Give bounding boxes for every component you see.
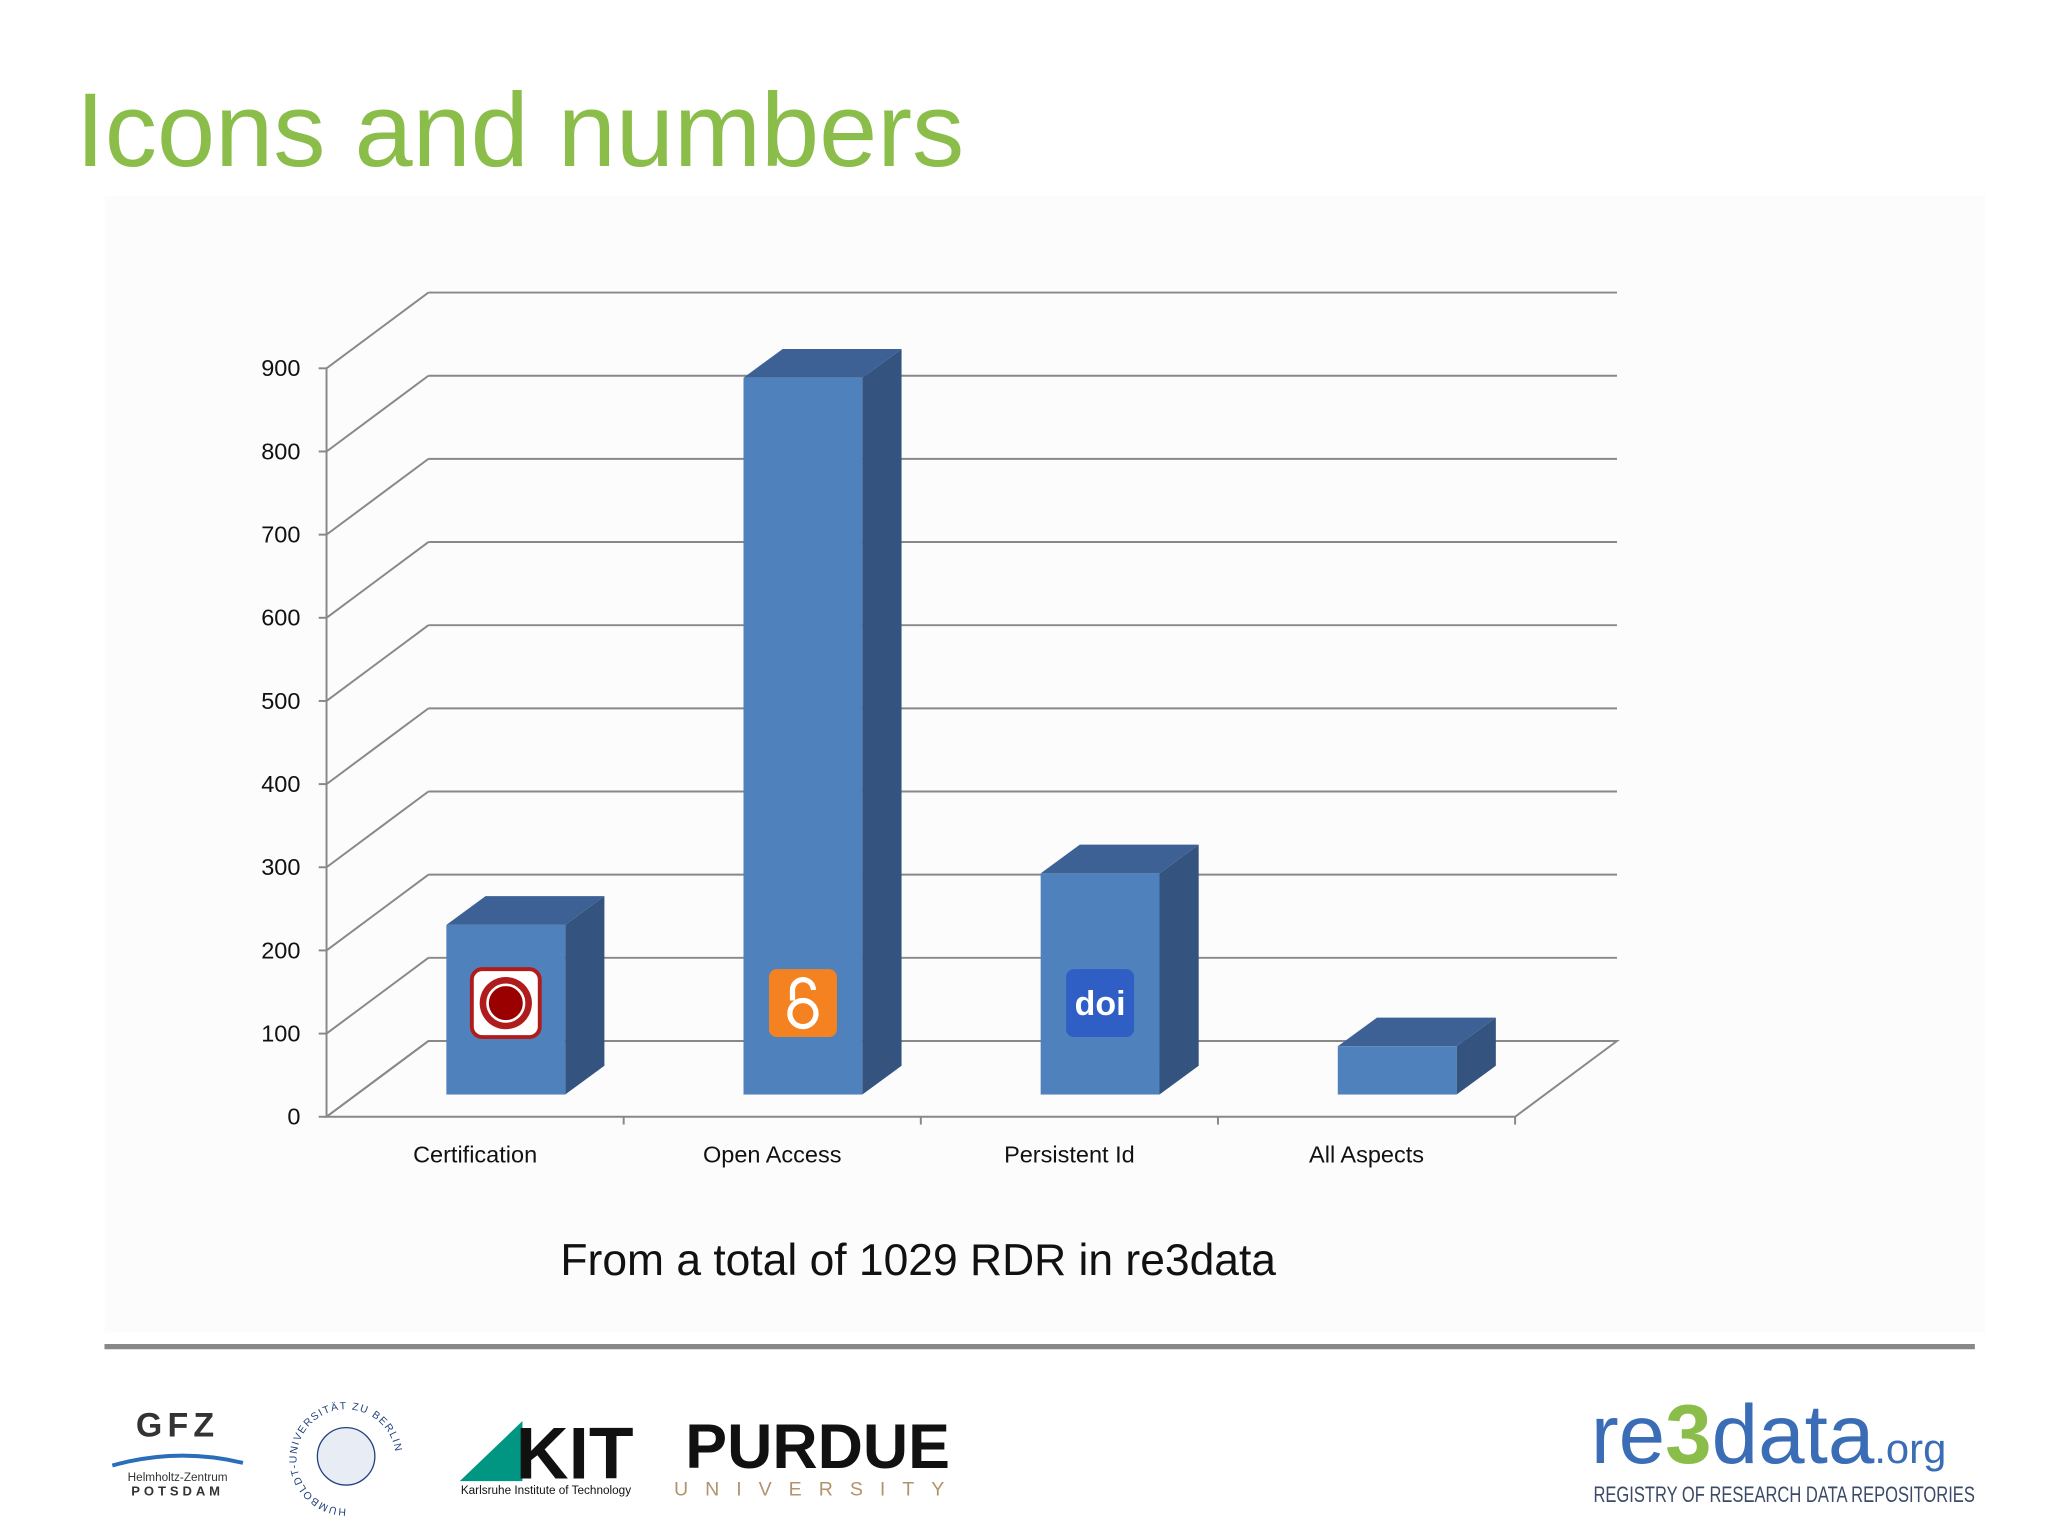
doi-icon <box>1066 969 1135 1038</box>
bar-top <box>1337 1017 1496 1047</box>
gfz-logo: GFZ Helmholtz-Zentrum POTSDAM <box>111 1407 244 1499</box>
grid-line <box>325 291 429 370</box>
doi-label: doi <box>1075 985 1126 1023</box>
grid-line <box>325 624 429 702</box>
chart: 0 100 200 300 400 500 600 700 800 900 Certificatio… <box>261 291 1620 1167</box>
grid-line <box>325 541 429 619</box>
y-tick-label: 600 <box>261 605 300 631</box>
grid-line <box>325 790 429 869</box>
logo-text: POTSDAM <box>131 1484 224 1499</box>
y-tick-label: 900 <box>261 355 300 381</box>
bar <box>1337 1046 1457 1095</box>
x-tick-label: Persistent Id <box>1004 1141 1135 1167</box>
y-tick-label: 100 <box>261 1020 300 1046</box>
bar-side <box>1456 1017 1496 1095</box>
logo-text: PURDUE <box>685 1412 950 1482</box>
bar-top <box>446 896 605 925</box>
logo-fan <box>459 1421 523 1482</box>
grid-line <box>325 707 429 785</box>
grid-line <box>325 374 429 453</box>
y-tick-label: 200 <box>261 937 300 963</box>
caption: From a total of 1029 RDR in re3data <box>560 1236 1276 1285</box>
logo-text: KIT <box>516 1414 634 1495</box>
logo-seal <box>316 1426 376 1486</box>
y-tick-label: 800 <box>261 438 300 464</box>
open-access-icon <box>768 969 837 1038</box>
grid-line <box>325 458 429 536</box>
logo-part: data <box>1712 1387 1875 1481</box>
logo-part: re <box>1591 1387 1665 1481</box>
y-tick-label: 0 <box>287 1104 300 1130</box>
grid-line <box>325 873 429 952</box>
logo-text: GFZ <box>136 1407 220 1445</box>
logo-swoosh <box>111 1453 244 1468</box>
grid-line <box>325 957 429 1035</box>
bar-side <box>862 348 902 1095</box>
re3data-logo: re3data.org REGISTRY OF RESEARCH DATA RE… <box>1591 1387 1975 1507</box>
logo-text: Helmholtz-Zentrum <box>128 1471 228 1484</box>
y-tick-label: 400 <box>261 771 300 797</box>
bar-top <box>743 348 902 378</box>
chart-area <box>104 195 1986 1333</box>
slide-title: Icons and numbers <box>76 72 965 189</box>
grid-line <box>325 1040 429 1118</box>
y-tick-label: 300 <box>261 854 300 880</box>
purdue-logo: PURDUE UNIVERSITY <box>674 1412 961 1501</box>
logo-text: UNIVERSITY <box>674 1479 961 1501</box>
y-tick-label: 700 <box>261 521 300 547</box>
logo-text: Karlsruhe Institute of Technology <box>461 1484 631 1497</box>
logo-part: 3 <box>1665 1387 1711 1481</box>
logo-part: .org <box>1874 1425 1946 1472</box>
kit-logo: KIT Karlsruhe Institute of Technology <box>459 1414 634 1497</box>
y-tick-label: 500 <box>261 688 300 714</box>
certification-icon <box>486 983 526 1023</box>
x-tick-label: Open Access <box>703 1141 841 1167</box>
bar-side <box>565 896 605 1095</box>
bar-side <box>1159 844 1199 1095</box>
logo-text: REGISTRY OF RESEARCH DATA REPOSITORIES <box>1593 1482 1974 1507</box>
x-tick-label: All Aspects <box>1309 1141 1424 1167</box>
bar-top <box>1040 844 1199 874</box>
logo-text: re3data.org <box>1591 1387 1946 1481</box>
x-tick-label: Certification <box>413 1141 537 1167</box>
open-access-icon <box>787 997 819 1030</box>
open-access-icon <box>789 977 816 1001</box>
